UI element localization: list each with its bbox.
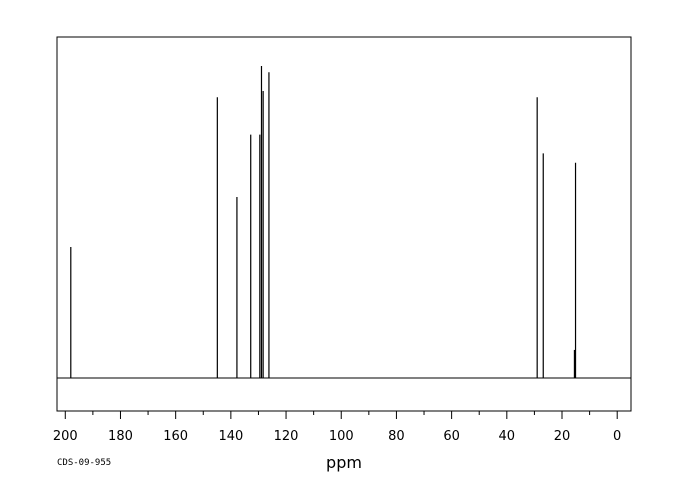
tick-label-20: 20 [554,429,571,444]
spectrum-id-annotation: CDS-09-955 [57,458,111,468]
tick-label-180: 180 [108,429,133,444]
x-axis-tick-labels: 200 180 160 140 120 100 80 60 40 20 0 [53,429,621,444]
tick-label-80: 80 [388,429,405,444]
tick-label-40: 40 [499,429,516,444]
x-axis-ticks [64,411,618,419]
peaks-group [70,66,577,378]
tick-label-0: 0 [613,429,621,444]
tick-label-100: 100 [329,429,354,444]
tick-label-200: 200 [53,429,78,444]
tick-label-120: 120 [274,429,299,444]
tick-label-160: 160 [163,429,188,444]
x-axis-title: ppm [326,453,362,472]
plot-frame [56,36,632,412]
tick-label-60: 60 [443,429,460,444]
tick-label-140: 140 [218,429,243,444]
